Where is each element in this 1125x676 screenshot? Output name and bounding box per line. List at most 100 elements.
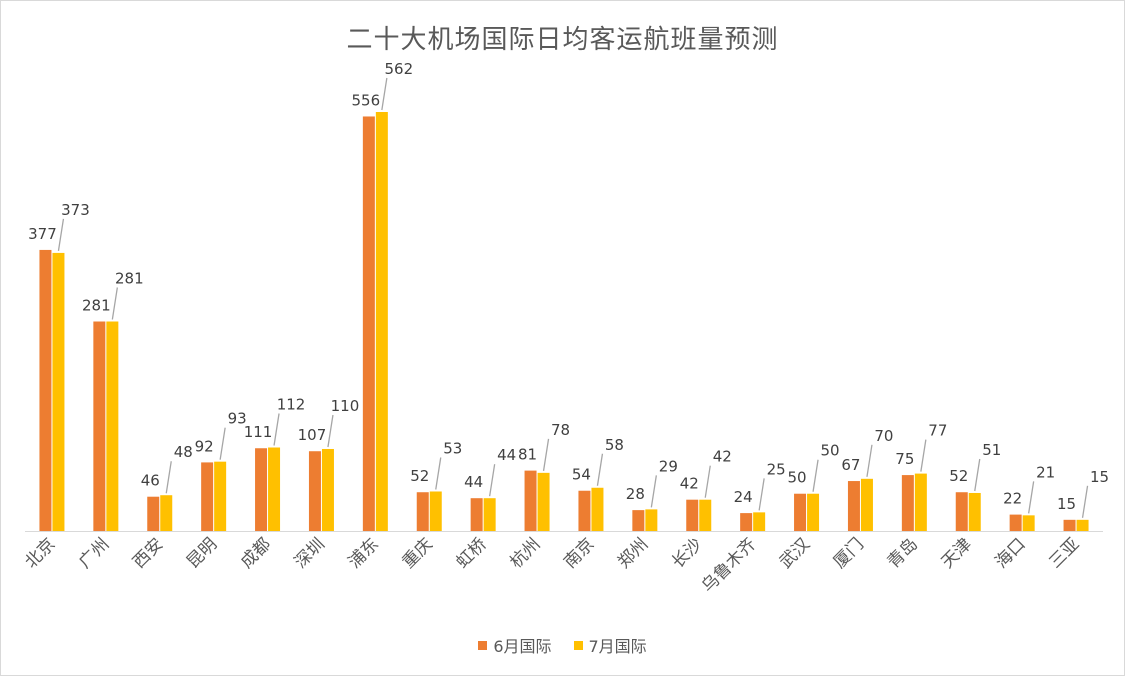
data-label-series-2: 21 xyxy=(1036,463,1055,481)
data-label-series-2: 281 xyxy=(115,270,144,288)
bar-series-1 xyxy=(847,481,860,531)
x-tick-label: 三亚 xyxy=(1045,534,1083,572)
bar-series-2 xyxy=(214,461,227,531)
x-tick-label: 天津 xyxy=(938,534,976,572)
data-label-series-1: 52 xyxy=(410,467,429,485)
x-tick-label: 海口 xyxy=(992,534,1030,572)
bar-series-2 xyxy=(645,509,658,531)
x-tick-label: 乌鲁木齐 xyxy=(698,534,760,596)
bar-series-1 xyxy=(1009,514,1022,531)
leader-line xyxy=(57,218,65,252)
bar-series-2 xyxy=(52,252,65,532)
bar-series-1 xyxy=(39,249,52,531)
bar-series-1 xyxy=(686,499,699,531)
data-label-series-1: 111 xyxy=(244,423,273,441)
leader-line xyxy=(758,478,765,511)
bar-series-1 xyxy=(632,510,645,531)
data-label-series-1: 52 xyxy=(949,467,968,485)
bar-series-2 xyxy=(483,498,496,531)
bar-series-2 xyxy=(375,112,388,531)
legend-label-series-1: 6月国际 xyxy=(493,637,552,656)
data-label-series-1: 28 xyxy=(626,485,645,503)
x-tick-label: 杭州 xyxy=(506,534,544,572)
leader-line xyxy=(435,457,442,490)
leader-line xyxy=(650,475,657,508)
leader-line xyxy=(974,458,981,492)
bar-series-1 xyxy=(255,448,268,531)
data-label-series-2: 25 xyxy=(767,460,786,478)
x-tick-label: 广州 xyxy=(75,534,113,572)
bar-series-1 xyxy=(147,496,160,531)
data-label-series-2: 373 xyxy=(61,201,90,219)
data-label-series-1: 22 xyxy=(1003,490,1022,508)
data-label-series-2: 29 xyxy=(659,457,678,475)
bar-series-1 xyxy=(794,493,807,531)
bar-series-2 xyxy=(268,447,281,531)
leader-line xyxy=(812,459,819,492)
data-label-series-1: 81 xyxy=(518,446,537,464)
data-label-series-2: 58 xyxy=(605,436,624,454)
bar-series-2 xyxy=(968,492,981,531)
leader-line xyxy=(1028,481,1035,514)
leader-line xyxy=(1081,485,1089,518)
x-tick-label: 南京 xyxy=(560,534,598,572)
bar-series-1 xyxy=(578,490,591,531)
x-tick-label: 青岛 xyxy=(884,534,922,572)
data-label-series-2: 42 xyxy=(713,448,732,466)
leader-line xyxy=(542,438,550,471)
bar-series-1 xyxy=(308,451,321,531)
bar-series-1 xyxy=(901,475,914,531)
data-label-series-2: 562 xyxy=(385,60,414,78)
bar-series-2 xyxy=(106,321,119,531)
leader-line xyxy=(111,287,118,320)
x-tick-label: 虹桥 xyxy=(453,534,491,572)
data-label-series-2: 48 xyxy=(174,443,193,461)
data-label-series-1: 15 xyxy=(1057,495,1076,513)
bar-series-2 xyxy=(753,512,766,531)
leader-line xyxy=(704,465,711,498)
data-label-series-1: 281 xyxy=(82,297,111,315)
data-label-series-2: 51 xyxy=(982,441,1001,459)
data-label-series-2: 110 xyxy=(331,397,360,415)
data-label-series-1: 24 xyxy=(734,488,753,506)
x-tick-label: 武汉 xyxy=(776,534,814,572)
x-tick-label: 郑州 xyxy=(614,534,652,572)
data-label-series-1: 75 xyxy=(895,450,914,468)
x-tick-label: 长沙 xyxy=(668,534,706,572)
x-tick-label: 西安 xyxy=(129,534,167,572)
data-label-series-1: 67 xyxy=(841,456,860,474)
bar-series-2 xyxy=(1076,519,1089,531)
data-label-series-2: 93 xyxy=(228,410,247,428)
bar-series-1 xyxy=(93,321,106,531)
bar-series-2 xyxy=(914,473,927,531)
data-label-series-2: 112 xyxy=(277,395,306,413)
x-tick-label: 昆明 xyxy=(183,534,221,572)
leader-line xyxy=(596,453,604,486)
x-tick-label: 深圳 xyxy=(291,534,329,572)
legend: 6月国际 7月国际 xyxy=(1,633,1124,657)
data-label-series-1: 54 xyxy=(572,466,591,484)
x-tick-label: 厦门 xyxy=(830,534,868,572)
x-tick-label: 重庆 xyxy=(399,534,437,572)
data-label-series-1: 44 xyxy=(464,473,483,491)
data-label-series-2: 70 xyxy=(874,427,893,445)
data-label-series-1: 50 xyxy=(788,469,807,487)
bar-series-2 xyxy=(591,487,604,531)
data-label-series-2: 50 xyxy=(821,442,840,460)
leader-line xyxy=(273,413,280,446)
data-label-series-1: 556 xyxy=(352,91,381,109)
bar-series-2 xyxy=(699,499,712,531)
legend-item-series-1: 6月国际 xyxy=(478,633,552,657)
data-label-series-1: 92 xyxy=(195,437,214,455)
bar-series-1 xyxy=(416,492,429,531)
leader-line xyxy=(219,427,226,460)
leader-line xyxy=(866,444,873,477)
data-label-series-1: 377 xyxy=(28,225,57,243)
bar-series-2 xyxy=(537,472,550,531)
bar-series-2 xyxy=(1022,515,1035,531)
leader-line xyxy=(327,414,334,448)
bar-series-1 xyxy=(524,470,537,531)
data-label-series-1: 42 xyxy=(680,475,699,493)
legend-label-series-2: 7月国际 xyxy=(588,637,647,656)
